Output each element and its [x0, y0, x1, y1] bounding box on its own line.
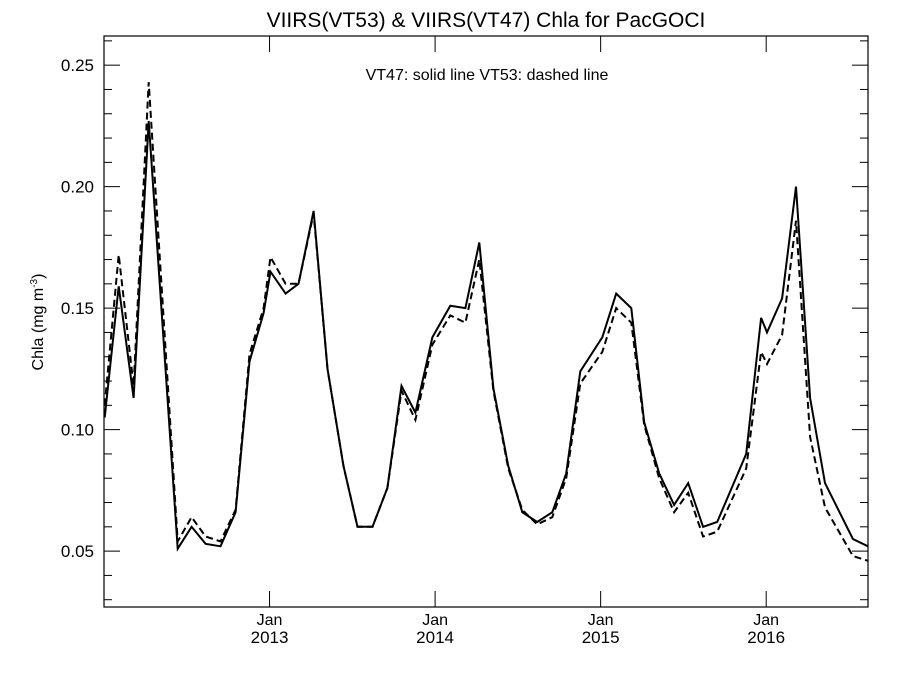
y-tick-label: 0.15 — [61, 299, 94, 318]
x-tick-label-year: 2014 — [416, 628, 454, 647]
x-tick-label-month: Jan — [422, 612, 448, 629]
x-tick-label-year: 2013 — [251, 628, 289, 647]
x-tick-label-year: 2015 — [582, 628, 620, 647]
y-axis-label: Chla (mg m-3) — [29, 274, 47, 371]
y-axis-label-close: ) — [30, 274, 47, 279]
y-tick-label: 0.05 — [61, 542, 94, 561]
x-tick-label-month: Jan — [588, 612, 614, 629]
y-axis-label-main: Chla (mg m — [30, 288, 47, 371]
x-tick-label-month: Jan — [257, 612, 283, 629]
series-line-vt53 — [105, 82, 868, 561]
x-tick-label-year: 2016 — [747, 628, 785, 647]
x-tick-label-month: Jan — [753, 612, 779, 629]
y-tick-label: 0.10 — [61, 421, 94, 440]
chart-title: VIIRS(VT53) & VIIRS(VT47) Chla for PacGO… — [267, 9, 706, 32]
y-tick-label: 0.25 — [61, 56, 94, 75]
series-line-vt47 — [105, 121, 868, 549]
y-tick-label: 0.20 — [61, 178, 94, 197]
legend-annotation: VT47: solid line VT53: dashed line — [366, 67, 609, 84]
